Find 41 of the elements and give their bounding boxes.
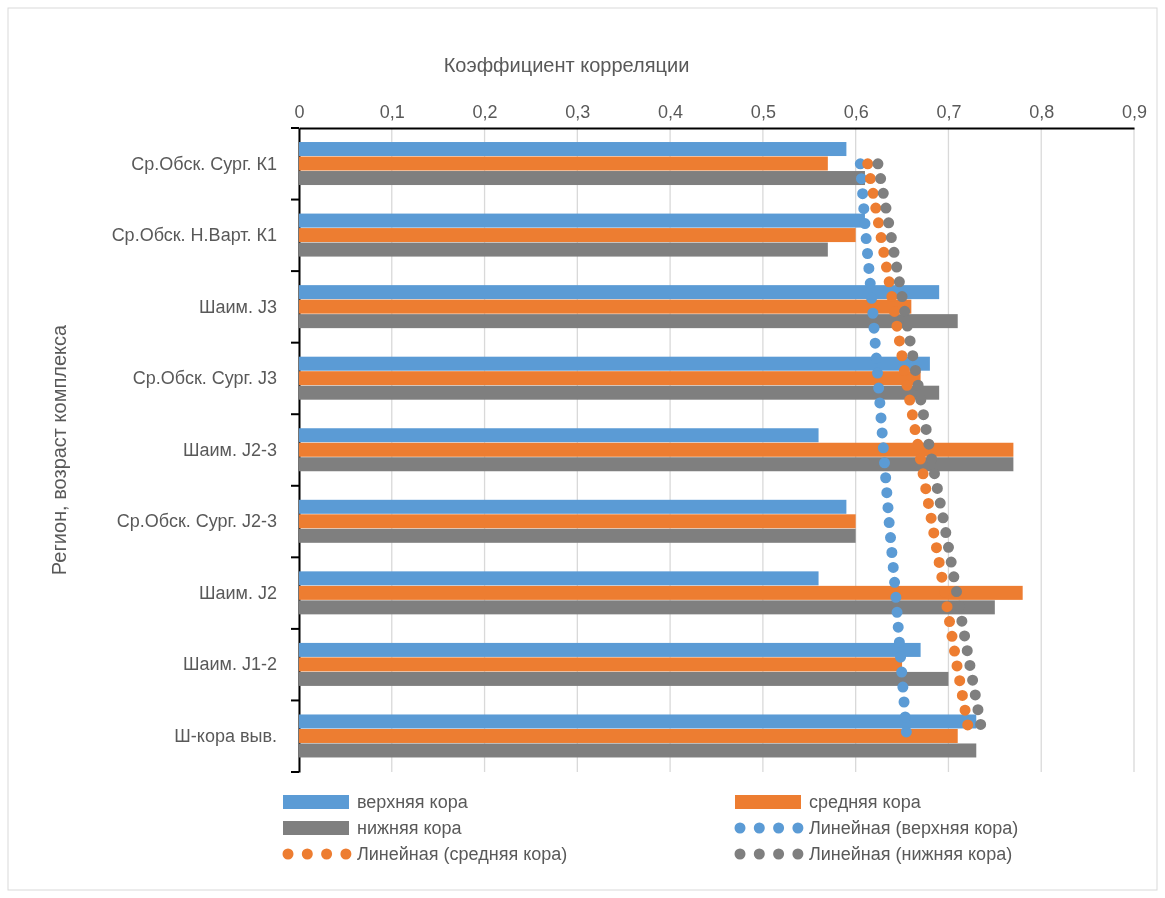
- x-tick-label: 0,6: [843, 102, 869, 122]
- bar: [299, 242, 828, 257]
- y-tick-label: Шаим. J2-3: [183, 439, 277, 460]
- x-tick-label: 0,1: [379, 102, 405, 122]
- y-tick-label: Ср.Обск. Сург. J2-3: [116, 511, 277, 532]
- y-tick-label: Ср.Обск. Сург. J3: [132, 368, 277, 389]
- bar: [299, 228, 856, 243]
- bar: [299, 657, 903, 672]
- bar: [299, 743, 977, 758]
- bar: [299, 142, 847, 157]
- legend-label: Линейная (средняя кора): [357, 844, 568, 864]
- x-tick-label: 0,2: [472, 102, 498, 122]
- legend-label: нижняя кора: [357, 818, 463, 838]
- x-tick-label: 0,7: [936, 102, 962, 122]
- legend-label: Линейная (нижняя кора): [809, 844, 1013, 864]
- legend-label: средняя кора: [809, 792, 922, 812]
- bar: [299, 671, 949, 686]
- y-tick-label: Ш-кора выв.: [174, 725, 277, 746]
- y-tick-label: Ср.Обск. Сург. К1: [131, 153, 277, 174]
- x-tick-label: 0,5: [750, 102, 776, 122]
- legend-label: верхняя кора: [357, 792, 469, 812]
- bar: [299, 499, 847, 514]
- x-tick-label: 0: [294, 102, 305, 122]
- bar: [299, 156, 828, 171]
- bar: [299, 514, 856, 529]
- legend-label: Линейная (верхняя кора): [809, 818, 1019, 838]
- bar: [299, 171, 865, 186]
- bar: [299, 428, 819, 443]
- x-tick-label: 0,4: [658, 102, 684, 122]
- y-tick-label: Шаим. J2: [199, 582, 277, 603]
- bar: [299, 728, 958, 743]
- y-tick-label: Шаим. J1-2: [183, 654, 277, 675]
- y-tick-label: Ср.Обск. Н.Варт. К1: [111, 225, 277, 246]
- bar: [299, 528, 856, 543]
- x-tick-label: 0,3: [565, 102, 591, 122]
- x-axis-title: Коэффициент корреляции: [443, 54, 690, 76]
- y-tick-label: Шаим. J3: [199, 296, 277, 317]
- y-axis-title: Регион, возраст комплекса: [48, 323, 70, 576]
- bar: [299, 571, 819, 586]
- x-tick-label: 0,8: [1029, 102, 1055, 122]
- x-tick-label: 0,9: [1121, 102, 1148, 122]
